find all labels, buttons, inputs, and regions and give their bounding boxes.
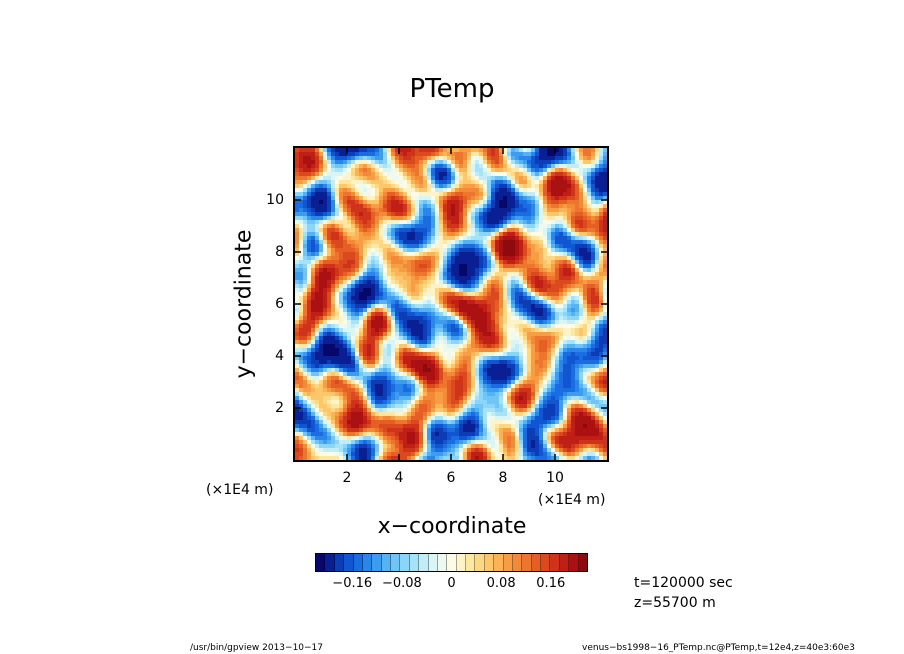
colorbar-segment: [578, 554, 587, 571]
colorbar-segment: [503, 554, 513, 571]
footer-program-info: /usr/bin/gpview 2013−10−17: [190, 643, 324, 653]
colorbar-segment: [334, 554, 345, 571]
colorbar-segment: [522, 554, 532, 571]
colorbar-segment: [466, 554, 476, 571]
colorbar-segment: [494, 554, 504, 571]
colorbar-segment: [531, 554, 541, 571]
plot-area: [293, 146, 609, 462]
time-annotation: t=120000 sec: [634, 575, 733, 591]
colorbar-segment: [362, 554, 373, 571]
footer-data-source: venus−bs1998−16_PTemp.nc@PTemp,t=12e4,z=…: [582, 643, 855, 653]
y-tick-label: 6: [275, 296, 284, 312]
colorbar: [315, 553, 588, 572]
x-tick-label: 8: [498, 470, 508, 486]
colorbar-segment: [541, 554, 551, 571]
colorbar-segment: [419, 554, 429, 571]
colorbar-tick-label: 0.16: [536, 576, 566, 591]
colorbar-segment: [437, 554, 448, 571]
colorbar-segment: [344, 554, 354, 571]
x-multiplier-label: (×1E4 m): [538, 492, 606, 508]
y-axis-label: y−coordinate: [231, 229, 257, 379]
ptemp-field: [295, 148, 607, 460]
colorbar-tick-label: −0.08: [381, 576, 422, 591]
colorbar-segment: [484, 554, 495, 571]
colorbar-segment: [569, 554, 579, 571]
colorbar-labels: −0.16 −0.08 0 0.08 0.16: [315, 576, 588, 594]
y-tick-label: 4: [275, 348, 284, 364]
colorbar-segment: [447, 554, 457, 571]
colorbar-segment: [512, 554, 523, 571]
y-tick-label: 2: [275, 400, 284, 416]
chart-title: PTemp: [409, 74, 495, 104]
x-tick-label: 2: [342, 470, 352, 486]
colorbar-segment: [409, 554, 420, 571]
height-annotation: z=55700 m: [634, 595, 716, 611]
x-tick-label: 6: [446, 470, 456, 486]
colorbar-segment: [325, 554, 335, 571]
axes-ticks: [295, 148, 607, 460]
colorbar-segment: [475, 554, 485, 571]
x-tick-label: 4: [394, 470, 404, 486]
x-tick-label: 10: [546, 470, 564, 486]
colorbar-tick-label: 0.08: [486, 576, 516, 591]
colorbar-segment: [391, 554, 401, 571]
colorbar-segment: [381, 554, 391, 571]
colorbar-segment: [428, 554, 438, 571]
colorbar-segment: [353, 554, 363, 571]
colorbar-segment: [456, 554, 466, 571]
colorbar-segment: [316, 554, 326, 571]
colorbar-segment: [559, 554, 570, 571]
y-tick-label: 10: [266, 192, 284, 208]
colorbar-tick-label: −0.16: [332, 576, 373, 591]
y-tick-label: 8: [275, 244, 284, 260]
colorbar-tick-label: 0: [447, 576, 456, 591]
x-axis-label: x−coordinate: [377, 514, 527, 539]
colorbar-segment: [550, 554, 560, 571]
colorbar-segment: [372, 554, 382, 571]
colorbar-segment: [400, 554, 410, 571]
y-multiplier-label: (×1E4 m): [206, 482, 274, 498]
